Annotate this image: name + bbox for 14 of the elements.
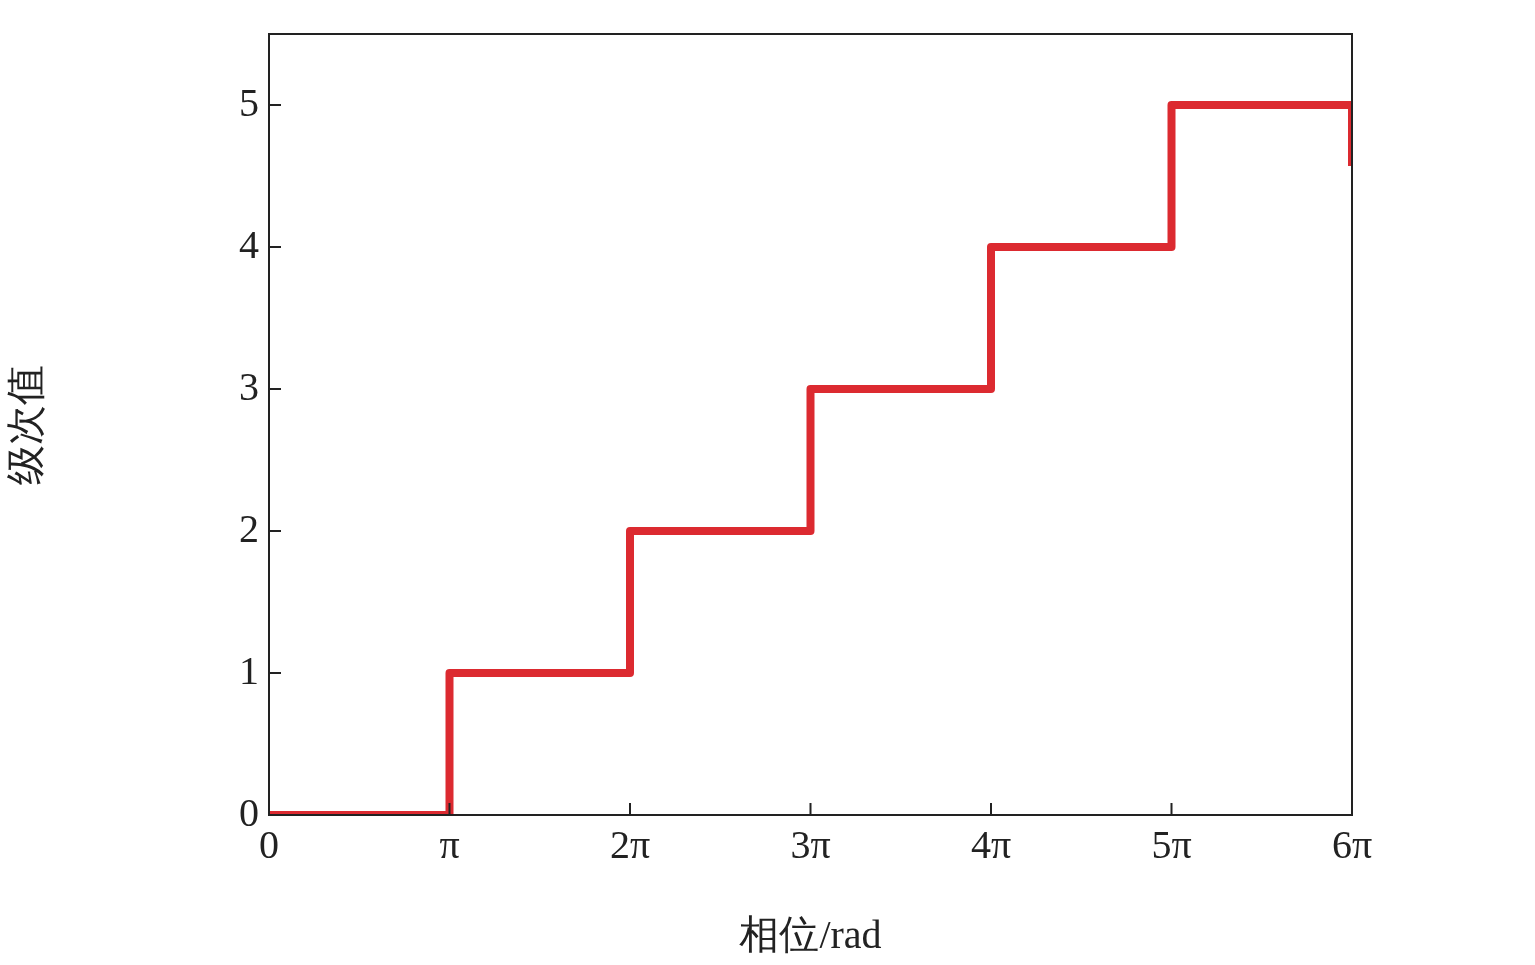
x-tick-label: 2π <box>609 821 651 867</box>
x-tick-label: π <box>439 821 460 867</box>
x-tick-label: 5π <box>1151 821 1192 867</box>
x-tick-label: 6π <box>1331 821 1373 867</box>
y-tick-label: 3 <box>239 363 259 409</box>
y-tick-label: 0 <box>239 789 259 835</box>
x-tick-label: 4π <box>970 821 1012 867</box>
y-tick-label: 5 <box>239 79 259 125</box>
y-tick-label: 1 <box>239 647 259 693</box>
y-axis-title: 级次值 <box>2 364 48 485</box>
x-axis-title: 相位/rad <box>739 911 882 957</box>
y-tick-label: 2 <box>239 505 259 551</box>
x-tick-label: 3π <box>790 821 831 867</box>
y-tick-label: 4 <box>239 221 259 267</box>
